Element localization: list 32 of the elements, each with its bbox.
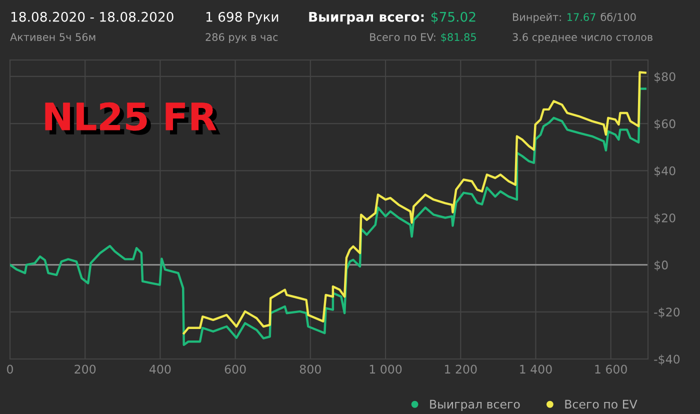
y-tick-label: -$40 [654, 354, 680, 366]
legend-label: Выиграл всего [430, 400, 520, 411]
text: 17.67 [568, 13, 596, 22]
y-tick-label: $80 [654, 72, 676, 83]
x-tick-label: 1 000 [370, 364, 402, 374]
text: Винрейт: [513, 13, 561, 24]
text: 286 рук в час [206, 33, 278, 44]
text: 1 698 Руки [206, 12, 278, 24]
y-tick-label: $20 [654, 213, 676, 224]
text: Выиграл всего: [309, 12, 424, 24]
x-tick-label: 1 600 [595, 364, 627, 374]
x-tick-label: 1 200 [445, 364, 477, 374]
text: бб/100 [600, 12, 636, 22]
text: Активен 5ч 56м [10, 33, 96, 42]
x-tick-label: 0 [7, 364, 13, 374]
line-series [10, 88, 646, 346]
y-tick-label: -$20 [654, 307, 680, 318]
x-tick-label: 400 [150, 364, 171, 374]
text: $81.85 [441, 32, 476, 42]
y-tick-label: $40 [654, 166, 676, 177]
legend-label: Всего по EV [565, 400, 638, 409]
x-tick-label: 600 [224, 364, 246, 374]
annotation: NL25 FR [45, 102, 220, 135]
y-tick-label: $60 [654, 119, 676, 130]
x-tick-label: 200 [74, 364, 96, 374]
text: Всего по EV: [370, 33, 436, 42]
text: 18.08.2020 - 18.08.2020 [11, 12, 174, 22]
text: 3.6 среднее число столов [512, 33, 652, 44]
y-tick-label: $0 [654, 260, 668, 272]
text: $75.02 [431, 12, 476, 24]
x-tick-label: 800 [300, 364, 321, 374]
x-tick-label: 1 400 [520, 364, 552, 374]
